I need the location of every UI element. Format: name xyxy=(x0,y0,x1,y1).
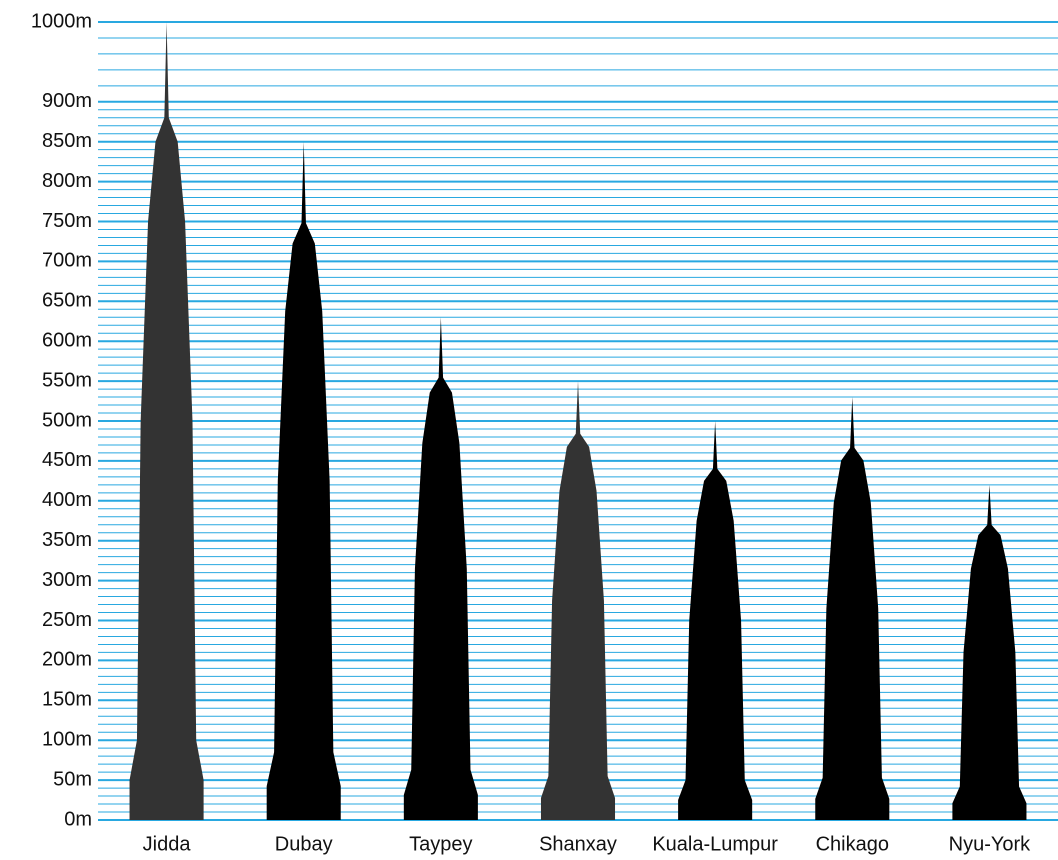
y-tick-label: 350m xyxy=(42,529,92,551)
y-tick-label: 50m xyxy=(53,768,92,790)
y-tick-label: 250m xyxy=(42,609,92,631)
x-tick-label: Chikago xyxy=(816,833,889,855)
building xyxy=(952,484,1027,820)
x-tick-label: Taypey xyxy=(409,833,472,855)
y-tick-label: 150m xyxy=(42,689,92,711)
x-tick-label: Dubay xyxy=(275,833,333,855)
y-tick-label: 0m xyxy=(64,808,92,830)
y-tick-label: 550m xyxy=(42,369,92,391)
building xyxy=(540,381,616,820)
y-tick-label: 800m xyxy=(42,170,92,192)
building xyxy=(266,141,341,820)
y-tick-label: 100m xyxy=(42,728,92,750)
y-tick-label: 600m xyxy=(42,329,92,351)
building xyxy=(815,397,890,820)
y-tick-label: 1000m xyxy=(31,10,92,32)
y-tick-label: 700m xyxy=(42,250,92,272)
x-tick-label: Nyu-York xyxy=(949,833,1032,855)
x-tick-label: Shanxay xyxy=(539,833,617,855)
y-tick-label: 450m xyxy=(42,449,92,471)
building xyxy=(678,421,753,820)
building xyxy=(129,22,204,820)
y-tick-label: 500m xyxy=(42,409,92,431)
y-tick-label: 400m xyxy=(42,489,92,511)
y-tick-label: 200m xyxy=(42,649,92,671)
building xyxy=(403,317,478,820)
y-tick-label: 900m xyxy=(42,90,92,112)
x-tick-label: Jidda xyxy=(143,833,192,855)
y-tick-label: 650m xyxy=(42,290,92,312)
y-tick-label: 300m xyxy=(42,569,92,591)
x-tick-label: Kuala-Lumpur xyxy=(652,833,778,855)
y-tick-label: 850m xyxy=(42,130,92,152)
y-tick-label: 750m xyxy=(42,210,92,232)
